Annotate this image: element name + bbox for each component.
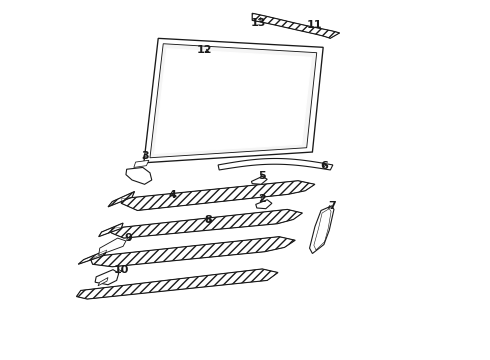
- Text: 3: 3: [142, 150, 149, 161]
- Polygon shape: [91, 237, 295, 267]
- Text: 4: 4: [169, 190, 176, 200]
- Polygon shape: [144, 39, 323, 163]
- Text: 2: 2: [258, 194, 266, 204]
- Text: 12: 12: [197, 45, 213, 55]
- Polygon shape: [98, 223, 123, 237]
- Polygon shape: [155, 49, 311, 153]
- Polygon shape: [98, 278, 108, 286]
- Polygon shape: [256, 200, 272, 209]
- Polygon shape: [252, 13, 340, 39]
- Polygon shape: [251, 176, 267, 184]
- Polygon shape: [95, 270, 119, 285]
- Text: 11: 11: [307, 20, 323, 30]
- Polygon shape: [76, 269, 278, 299]
- Polygon shape: [310, 206, 334, 253]
- Polygon shape: [108, 192, 135, 207]
- Text: 13: 13: [251, 18, 266, 28]
- Text: 8: 8: [204, 215, 212, 225]
- Polygon shape: [134, 160, 149, 167]
- Polygon shape: [122, 181, 315, 211]
- Polygon shape: [150, 44, 317, 158]
- Text: 6: 6: [320, 161, 328, 171]
- Text: 9: 9: [124, 233, 132, 243]
- Polygon shape: [98, 238, 126, 255]
- Polygon shape: [126, 167, 152, 184]
- Polygon shape: [112, 210, 302, 238]
- Text: 5: 5: [258, 171, 266, 181]
- Text: 10: 10: [114, 265, 129, 275]
- Text: 7: 7: [328, 201, 336, 211]
- Polygon shape: [218, 158, 333, 170]
- Polygon shape: [78, 250, 107, 264]
